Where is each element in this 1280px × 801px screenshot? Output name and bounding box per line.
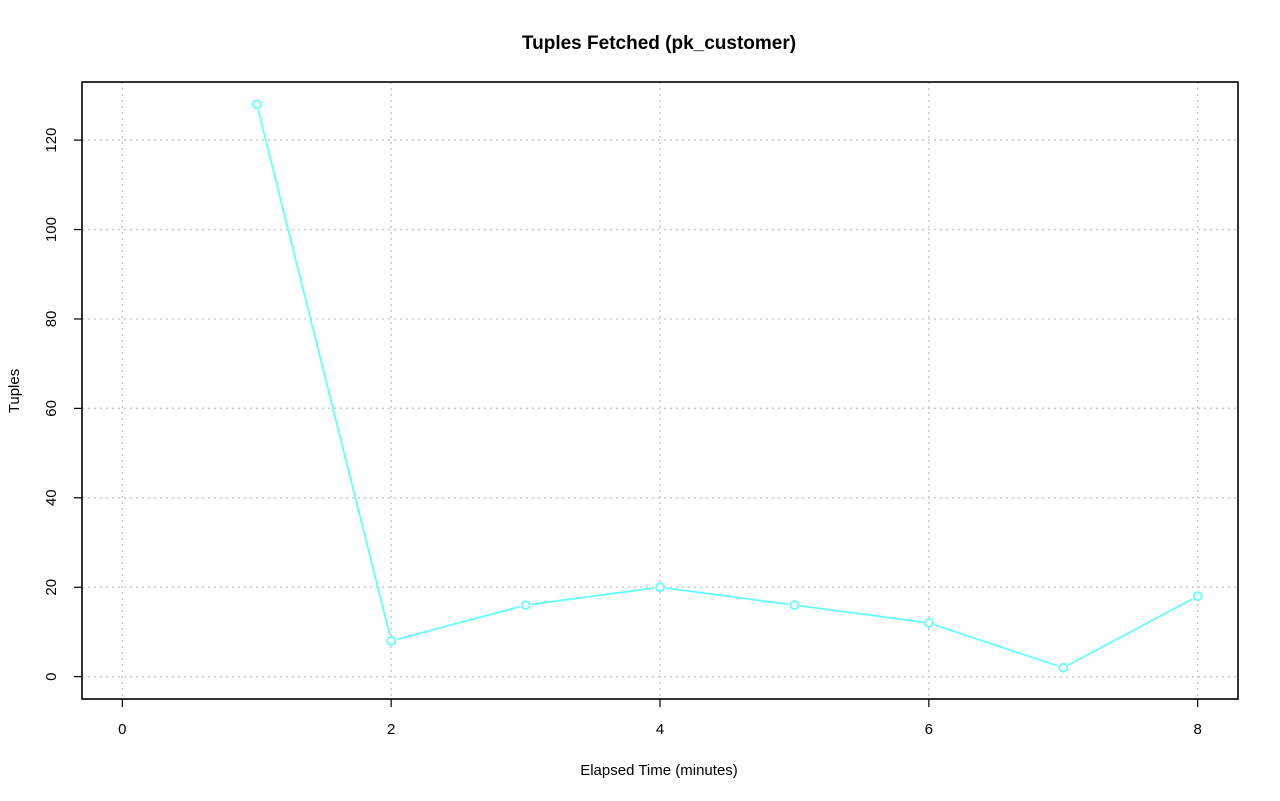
series-line-segment bbox=[257, 109, 391, 636]
x-tick-label: 0 bbox=[118, 721, 126, 738]
y-tick-label: 20 bbox=[43, 579, 60, 596]
data-point bbox=[386, 635, 397, 646]
y-axis: 0 20 40 60 80 100 120 bbox=[43, 128, 82, 681]
y-tick-label: 40 bbox=[43, 489, 60, 506]
y-tick-label: 120 bbox=[43, 128, 60, 153]
x-tick-label: 2 bbox=[387, 721, 395, 738]
x-tick-label: 4 bbox=[656, 721, 664, 738]
data-point bbox=[655, 582, 665, 593]
data-point bbox=[1058, 662, 1069, 673]
x-tick-label: 6 bbox=[925, 721, 933, 738]
data-point bbox=[923, 618, 934, 628]
data-point bbox=[1192, 591, 1203, 602]
y-tick-label: 0 bbox=[43, 672, 60, 680]
chart-title: Tuples Fetched (pk_customer) bbox=[522, 33, 796, 54]
series-line-segment bbox=[934, 624, 1058, 667]
y-tick-label: 60 bbox=[43, 400, 60, 417]
x-tick-label: 8 bbox=[1194, 721, 1202, 738]
x-axis-label: Elapsed Time (minutes) bbox=[580, 762, 738, 779]
series-line-segment bbox=[531, 587, 655, 606]
series-line-segment bbox=[1068, 598, 1193, 666]
series-line-segment bbox=[396, 605, 521, 641]
data-point bbox=[251, 99, 262, 110]
y-tick-label: 100 bbox=[43, 217, 60, 242]
data-point bbox=[789, 600, 800, 611]
series-line-segment bbox=[800, 605, 924, 624]
series-layer bbox=[251, 99, 1203, 673]
y-tick-label: 80 bbox=[43, 311, 60, 328]
data-point bbox=[520, 600, 531, 611]
series-line-segment bbox=[665, 587, 789, 606]
plot-frame bbox=[81, 81, 1239, 700]
grid bbox=[82, 82, 1238, 699]
y-axis-label: Tuples bbox=[6, 369, 23, 413]
x-axis: 0 2 4 6 8 bbox=[118, 699, 1202, 738]
